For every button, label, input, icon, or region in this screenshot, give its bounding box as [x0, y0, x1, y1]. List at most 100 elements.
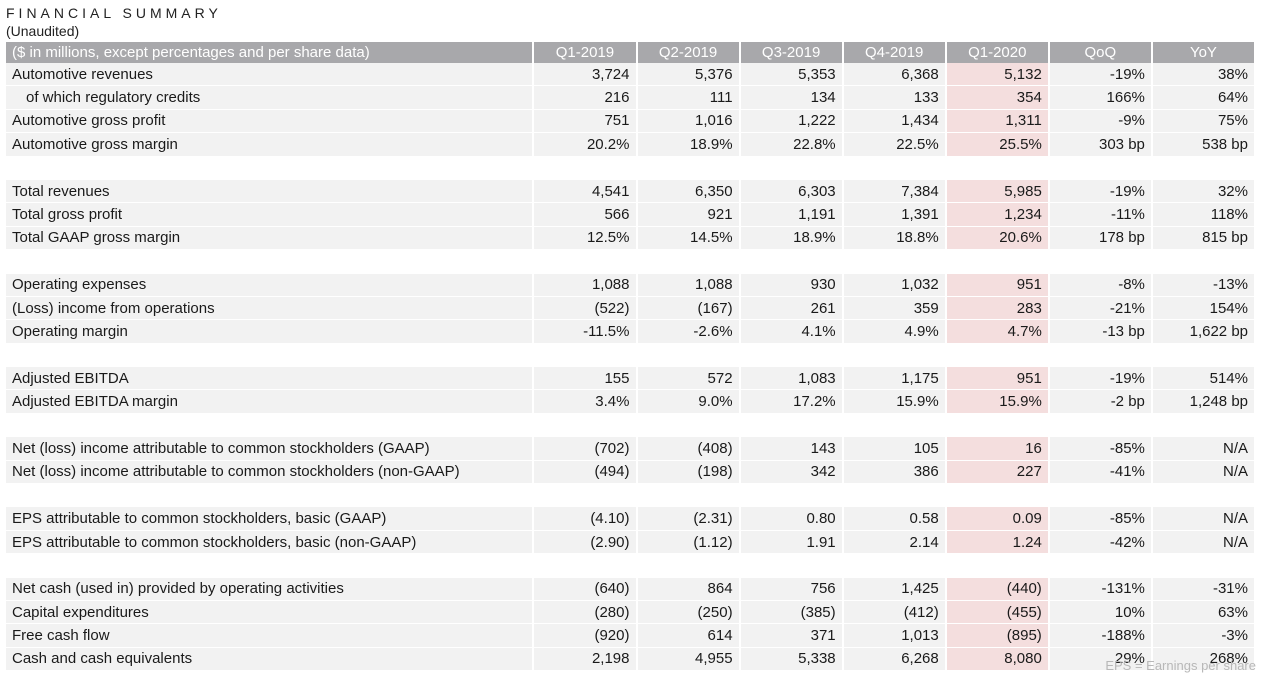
row-value: 751: [534, 109, 636, 134]
table-row: Adjusted EBITDA 155 572 1,083 1,175 951 -19% 51…: [6, 367, 1254, 391]
row-label: Total revenues: [6, 179, 533, 204]
spacer-cell: [637, 413, 739, 438]
spacer-cell: [534, 156, 636, 180]
spacer-cell: [1152, 413, 1254, 438]
row-value: 20.6%: [946, 226, 1048, 251]
row-value: 538 bp: [1152, 133, 1254, 157]
row-value: 155: [534, 367, 636, 391]
row-value: (167): [637, 296, 739, 321]
row-value: 16: [946, 437, 1048, 461]
row-value: 951: [946, 273, 1048, 297]
row-value: 3.4%: [534, 390, 636, 414]
row-label: Automotive gross profit: [6, 109, 533, 134]
row-value: 4,541: [534, 179, 636, 204]
table-row: of which regulatory credits 216 111 134 133 3…: [6, 86, 1254, 110]
row-value: 1,234: [946, 203, 1048, 227]
row-value: (412): [843, 600, 945, 625]
spacer-row: [6, 250, 1254, 274]
row-value: 1,088: [534, 273, 636, 297]
row-value: (895): [946, 624, 1048, 648]
row-value: 2.14: [843, 530, 945, 555]
spacer-cell: [946, 484, 1048, 508]
row-label: Net (loss) income attributable to common…: [6, 460, 533, 485]
row-value: 1.91: [740, 530, 842, 555]
row-label: (Loss) income from operations: [6, 296, 533, 321]
spacer-cell: [843, 156, 945, 180]
row-value: 29%: [1049, 647, 1151, 672]
row-value: (455): [946, 600, 1048, 625]
footnote: EPS = Earnings per share: [1105, 658, 1256, 673]
row-value: 25.5%: [946, 133, 1048, 157]
table-row: EPS attributable to common stockholders,…: [6, 507, 1254, 531]
row-value: 1.24: [946, 530, 1048, 555]
row-value: (198): [637, 460, 739, 485]
page-title: FINANCIAL SUMMARY: [6, 5, 222, 21]
row-value: -8%: [1049, 273, 1151, 297]
spacer-cell: [1152, 484, 1254, 508]
row-value: 1,248 bp: [1152, 390, 1254, 414]
row-value: 5,132: [946, 63, 1048, 87]
row-value: 7,384: [843, 179, 945, 204]
table-header-row: ($ in millions, except percentages and p…: [6, 42, 1254, 63]
spacer-cell: [1049, 343, 1151, 368]
row-value: 20.2%: [534, 133, 636, 157]
spacer-cell: [6, 554, 533, 578]
table-row: Total gross profit 566 921 1,191 1,391 1,234-…: [6, 203, 1254, 227]
row-value: 371: [740, 624, 842, 648]
row-value: 32%: [1152, 179, 1254, 204]
row-value: 18.9%: [637, 133, 739, 157]
row-value: 8,080: [946, 647, 1048, 672]
row-value: 921: [637, 203, 739, 227]
spacer-cell: [534, 343, 636, 368]
spacer-row: [6, 156, 1254, 180]
row-value: -2 bp: [1049, 390, 1151, 414]
spacer-cell: [1152, 156, 1254, 180]
row-value: 514%: [1152, 367, 1254, 391]
row-value: 9.0%: [637, 390, 739, 414]
table-row: Operating margin -11.5% -2.6% 4.1% 4.9% 4.7% -…: [6, 320, 1254, 344]
row-value: 1,032: [843, 273, 945, 297]
spacer-cell: [1152, 554, 1254, 578]
spacer-cell: [534, 554, 636, 578]
spacer-cell: [946, 343, 1048, 368]
row-value: 1,425: [843, 577, 945, 601]
row-label: Cash and cash equivalents: [6, 647, 533, 672]
spacer-row: [6, 343, 1254, 368]
table-row: Net cash (used in) provided by operating…: [6, 577, 1254, 601]
spacer-cell: [946, 250, 1048, 274]
row-value: 6,368: [843, 63, 945, 87]
row-value: -11.5%: [534, 320, 636, 344]
spacer-cell: [843, 554, 945, 578]
row-value: -19%: [1049, 367, 1151, 391]
row-value: 1,016: [637, 109, 739, 134]
row-value: 5,353: [740, 63, 842, 87]
row-value: 566: [534, 203, 636, 227]
row-value: -13 bp: [1049, 320, 1151, 344]
row-value: 864: [637, 577, 739, 601]
row-value: 75%: [1152, 109, 1254, 134]
spacer-cell: [843, 343, 945, 368]
row-value: 12.5%: [534, 226, 636, 251]
row-value: N/A: [1152, 530, 1254, 555]
row-value: 1,088: [637, 273, 739, 297]
row-value: 6,268: [843, 647, 945, 672]
row-label: of which regulatory credits: [6, 86, 533, 110]
spacer-cell: [534, 413, 636, 438]
spacer-cell: [946, 554, 1048, 578]
row-value: 216: [534, 86, 636, 110]
row-label: Net (loss) income attributable to common…: [6, 437, 533, 461]
spacer-cell: [637, 250, 739, 274]
row-value: (640): [534, 577, 636, 601]
row-value: 268%: [1152, 647, 1254, 672]
row-label: Total gross profit: [6, 203, 533, 227]
spacer-cell: [740, 484, 842, 508]
spacer-cell: [6, 156, 533, 180]
row-value: 930: [740, 273, 842, 297]
spacer-cell: [1049, 413, 1151, 438]
spacer-cell: [1049, 250, 1151, 274]
spacer-cell: [637, 484, 739, 508]
row-label: Operating expenses: [6, 273, 533, 297]
row-value: 134: [740, 86, 842, 110]
row-label: Adjusted EBITDA margin: [6, 390, 533, 414]
spacer-cell: [6, 413, 533, 438]
